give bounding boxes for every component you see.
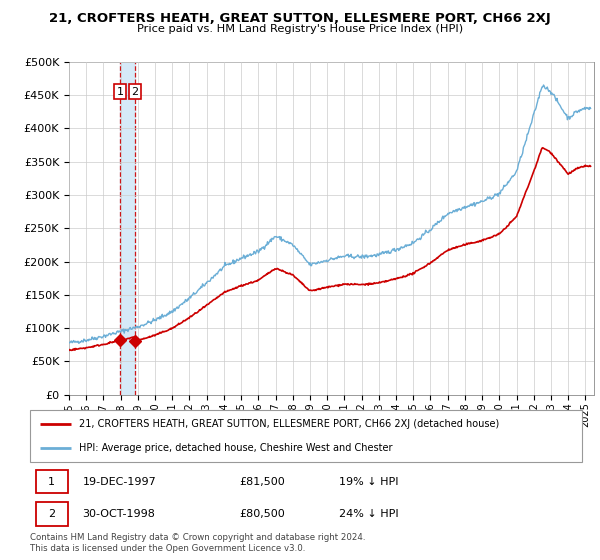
Text: 1: 1	[48, 477, 55, 487]
FancyBboxPatch shape	[35, 502, 68, 526]
Text: £80,500: £80,500	[240, 509, 286, 519]
Text: Price paid vs. HM Land Registry's House Price Index (HPI): Price paid vs. HM Land Registry's House …	[137, 24, 463, 34]
Text: £81,500: £81,500	[240, 477, 286, 487]
Text: 1: 1	[116, 87, 124, 96]
Text: 2: 2	[131, 87, 139, 96]
Bar	[120, 62, 135, 395]
Text: 19% ↓ HPI: 19% ↓ HPI	[339, 477, 398, 487]
FancyBboxPatch shape	[35, 470, 68, 493]
Text: 24% ↓ HPI: 24% ↓ HPI	[339, 509, 399, 519]
Text: 2: 2	[48, 509, 55, 519]
Text: 21, CROFTERS HEATH, GREAT SUTTON, ELLESMERE PORT, CH66 2XJ: 21, CROFTERS HEATH, GREAT SUTTON, ELLESM…	[49, 12, 551, 25]
Text: 21, CROFTERS HEATH, GREAT SUTTON, ELLESMERE PORT, CH66 2XJ (detached house): 21, CROFTERS HEATH, GREAT SUTTON, ELLESM…	[79, 419, 499, 430]
Text: 19-DEC-1997: 19-DEC-1997	[82, 477, 156, 487]
Text: 30-OCT-1998: 30-OCT-1998	[82, 509, 155, 519]
Text: Contains HM Land Registry data © Crown copyright and database right 2024.
This d: Contains HM Land Registry data © Crown c…	[30, 533, 365, 553]
Text: HPI: Average price, detached house, Cheshire West and Chester: HPI: Average price, detached house, Ches…	[79, 443, 392, 453]
